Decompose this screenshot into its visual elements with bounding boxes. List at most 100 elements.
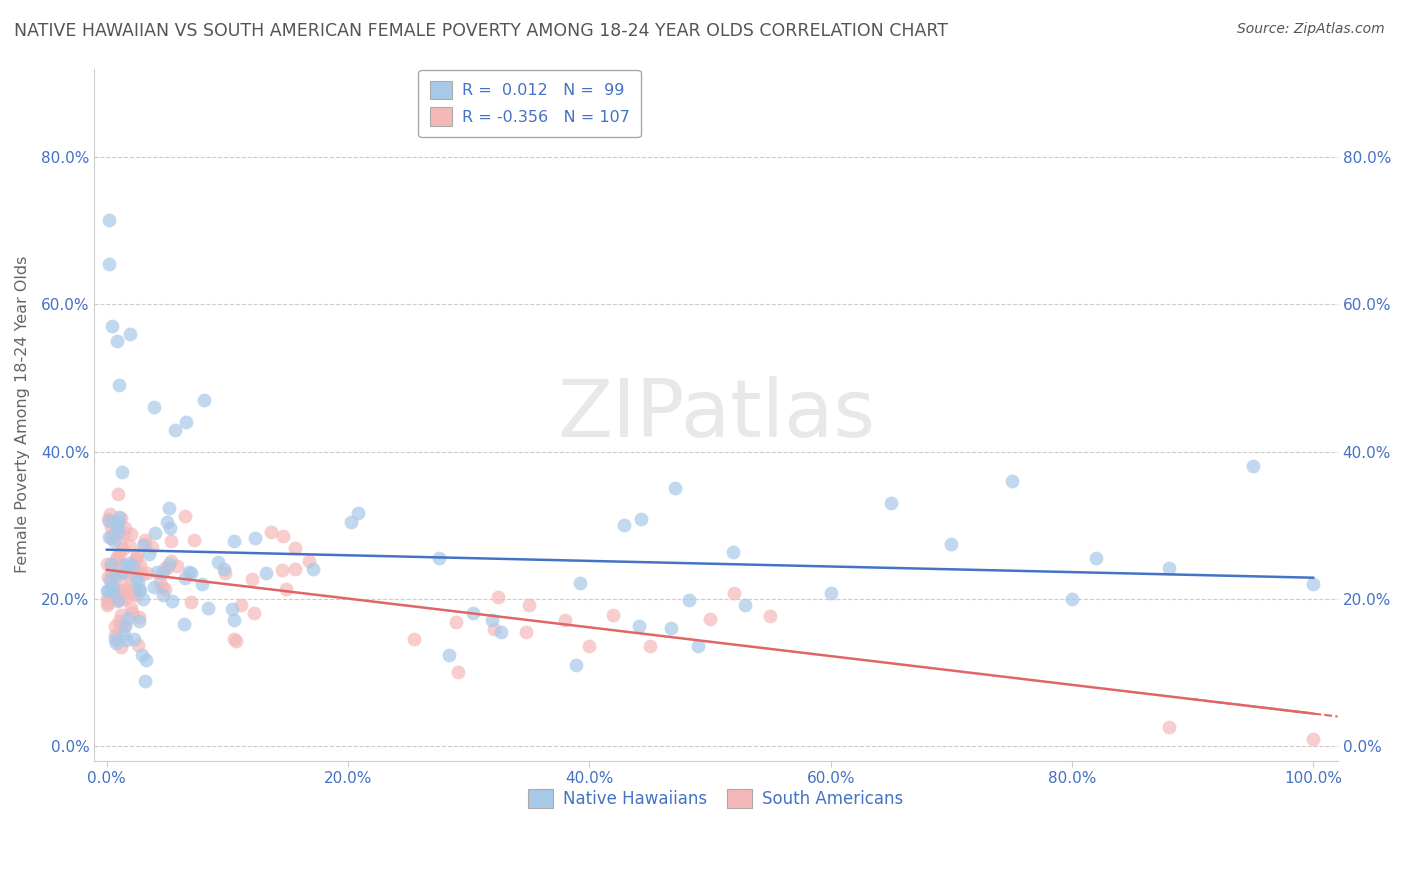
Point [98,514,121,528]
Point [107,594,129,608]
Point [1302,577,1324,591]
Point [820,586,842,600]
Point [100,557,122,571]
Point [136,566,159,581]
Point [486,591,509,605]
Point [602,607,624,622]
Point [628,619,651,633]
Point [125,547,148,561]
Point [1001,474,1024,488]
Point [112,541,135,556]
Point [183,533,205,548]
Point [174,509,197,524]
Point [1157,721,1180,735]
Point [101,529,124,543]
Point [128,614,150,628]
Point [105,552,128,566]
Point [131,566,153,581]
Point [98,257,121,271]
Point [107,515,129,529]
Point [97,512,120,526]
Point [1241,459,1264,474]
Point [143,525,166,540]
Point [125,552,148,566]
Point [110,566,132,580]
Point [115,582,138,597]
Point [124,582,146,596]
Point [121,586,143,600]
Point [284,562,307,576]
Point [112,525,135,540]
Point [1302,731,1324,746]
Point [100,319,122,334]
Point [97,596,120,610]
Point [111,465,134,479]
Point [114,591,136,606]
Point [108,614,131,628]
Point [127,638,149,652]
Point [221,602,243,616]
Point [174,415,197,429]
Point [554,613,576,627]
Point [105,524,128,539]
Point [156,560,179,574]
Point [297,554,319,568]
Point [163,423,186,437]
Point [100,532,122,546]
Point [134,674,156,689]
Point [108,547,131,561]
Point [103,534,125,549]
Point [128,610,150,624]
Point [104,619,127,633]
Point [103,581,125,595]
Point [174,571,197,585]
Point [107,554,129,568]
Point [125,573,148,587]
Point [114,580,136,594]
Point [630,512,652,526]
Point [141,541,163,555]
Text: NATIVE HAWAIIAN VS SOUTH AMERICAN FEMALE POVERTY AMONG 18-24 YEAR OLDS CORRELATI: NATIVE HAWAIIAN VS SOUTH AMERICAN FEMALE… [14,22,948,40]
Point [101,579,124,593]
Point [107,593,129,607]
Point [110,618,132,632]
Point [160,554,183,568]
Point [105,519,128,533]
Point [105,334,128,348]
Point [97,212,120,227]
Point [108,378,131,392]
Point [245,531,267,545]
Point [114,521,136,535]
Point [564,657,586,672]
Point [122,632,145,646]
Point [127,575,149,590]
Point [97,582,120,597]
Point [1157,561,1180,575]
Point [197,600,219,615]
Point [117,568,139,582]
Point [156,515,179,529]
Point [152,588,174,602]
Point [96,558,118,572]
Point [427,550,450,565]
Point [143,401,166,415]
Point [143,580,166,594]
Point [159,558,181,572]
Point [444,615,467,630]
Point [302,562,325,576]
Point [721,545,744,559]
Point [97,592,120,607]
Point [180,566,202,581]
Point [254,566,277,581]
Point [461,606,484,620]
Point [222,632,245,647]
Point [125,588,148,602]
Point [96,592,118,607]
Point [149,574,172,589]
Point [212,562,235,576]
Point [112,628,135,642]
Point [118,326,141,341]
Point [517,599,540,613]
Point [578,639,600,653]
Legend: Native Hawaiians, South Americans: Native Hawaiians, South Americans [522,782,911,815]
